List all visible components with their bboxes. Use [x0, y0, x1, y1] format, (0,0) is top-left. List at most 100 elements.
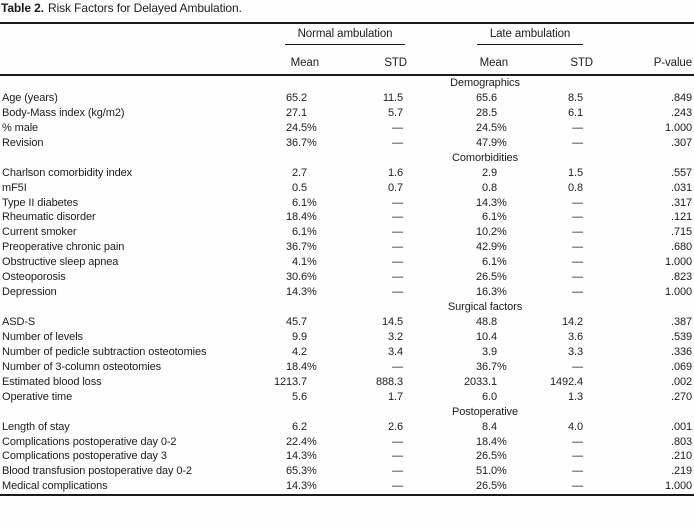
- cell-value: .031: [597, 181, 694, 196]
- value-number: .002: [671, 375, 693, 388]
- value-number: .557: [671, 166, 693, 179]
- value-number: 5.6: [292, 390, 307, 403]
- value-number: .387: [671, 316, 693, 328]
- value-number: —: [572, 196, 584, 209]
- cell-value: —: [511, 196, 597, 211]
- cell-value: 6.1%: [417, 210, 511, 225]
- cell-value: —: [321, 360, 417, 375]
- cell-value: —: [511, 240, 597, 255]
- value-number: 888.3: [375, 375, 404, 388]
- cell-value: 65.6: [417, 91, 511, 106]
- value-number: 16.3: [476, 286, 498, 299]
- table-row: Estimated blood loss 1213.7 888.3 2033.1 149…: [0, 375, 694, 390]
- value-number: —: [392, 211, 404, 224]
- value-number: 65.3: [285, 465, 307, 478]
- value-number: —: [572, 360, 584, 373]
- value-number: —: [392, 435, 404, 448]
- row-label: Number of pedicle subtraction osteotomie…: [2, 345, 207, 358]
- value-number: 11.5: [382, 91, 404, 104]
- table-row: Current smoker 6.1% — 10.2% — .715: [0, 225, 694, 240]
- table-row: Osteoporosis 30.6% — 26.5% — .823: [0, 270, 694, 285]
- risk-factors-table: Normal ambulation Late ambulation Mean S…: [0, 22, 694, 497]
- cell-value: 1.000: [597, 285, 694, 300]
- cell-value: —: [511, 270, 597, 285]
- cell-value: 48.8: [417, 315, 511, 330]
- cell-value: 30.6%: [250, 270, 321, 285]
- value-suffix: %: [497, 435, 507, 448]
- value-suffix: %: [307, 211, 317, 224]
- value-number: 1.000: [664, 480, 693, 493]
- value-number: —: [392, 121, 404, 134]
- value-number: 14.3: [285, 480, 307, 493]
- cell-value: 4.1%: [250, 255, 321, 270]
- cell-value: 1.6: [321, 166, 417, 181]
- value-number: .243: [671, 106, 693, 119]
- cell-value: 5.7: [321, 106, 417, 121]
- table-caption: Risk Factors for Delayed Ambulation.: [48, 1, 242, 15]
- late-mean-header: Mean: [479, 57, 509, 69]
- value-number: 22.4: [285, 435, 307, 448]
- cell-value: 2.6: [321, 420, 417, 435]
- table-row: Blood transfusion postoperative day 0-2 6…: [0, 464, 694, 479]
- value-number: .823: [671, 271, 693, 284]
- table-body: Demographics Age (years) 65.2 11.5 65.6 8.5 .8…: [0, 75, 694, 495]
- value-suffix: %: [497, 271, 507, 284]
- value-number: .539: [671, 330, 693, 343]
- cell-value: 8.4: [417, 420, 511, 435]
- cell-value: 14.3%: [417, 196, 511, 211]
- group-header-row: Normal ambulation Late ambulation: [0, 23, 694, 45]
- row-label: mF5I: [2, 181, 27, 194]
- value-suffix: %: [497, 196, 507, 209]
- cell-value: —: [511, 464, 597, 479]
- cell-value: 3.3: [511, 345, 597, 360]
- value-suffix: %: [307, 241, 317, 254]
- cell-value: —: [511, 285, 597, 300]
- cell-value: —: [321, 285, 417, 300]
- cell-value: —: [321, 255, 417, 270]
- value-number: 0.7: [388, 181, 404, 194]
- cell-value: 1.3: [511, 390, 597, 405]
- row-label: Osteoporosis: [2, 271, 66, 284]
- value-suffix: %: [307, 480, 317, 493]
- cell-value: 14.3%: [250, 285, 321, 300]
- value-number: 3.6: [568, 330, 584, 343]
- cell-value: 22.4%: [250, 435, 321, 450]
- table-row: Number of levels 9.9 3.2 10.4 3.6 .539: [0, 330, 694, 345]
- cell-value: 8.5: [511, 91, 597, 106]
- table-row: Preoperative chronic pain 36.7% — 42.9% — .68…: [0, 240, 694, 255]
- column-header-row: Mean STD Mean STD P-value: [0, 45, 694, 75]
- row-label: ASD-S: [2, 316, 36, 328]
- section-header-row: Comorbidities: [0, 151, 694, 166]
- value-number: —: [572, 211, 584, 224]
- cell-value: 9.9: [250, 330, 321, 345]
- value-number: 8.5: [568, 91, 584, 104]
- value-number: 10.4: [476, 330, 498, 343]
- row-label: Type II diabetes: [2, 196, 79, 209]
- cell-value: 1.000: [597, 255, 694, 270]
- cell-value: .210: [597, 449, 694, 464]
- row-label: Age (years): [2, 91, 58, 104]
- value-number: 14.2: [562, 316, 584, 328]
- value-number: 18.4: [285, 211, 307, 224]
- cell-value: 1.000: [597, 479, 694, 495]
- cell-value: .270: [597, 390, 694, 405]
- cell-value: —: [321, 449, 417, 464]
- cell-value: 65.2: [250, 91, 321, 106]
- cell-value: —: [511, 136, 597, 151]
- cell-value: 26.5%: [417, 270, 511, 285]
- cell-value: 2.9: [417, 166, 511, 181]
- section-header-row: Surgical factors: [0, 300, 694, 315]
- cell-value: .803: [597, 435, 694, 450]
- value-number: 14.3: [285, 286, 307, 299]
- value-number: .219: [671, 465, 693, 478]
- late-std-header: STD: [570, 57, 594, 69]
- cell-value: —: [511, 435, 597, 450]
- value-number: —: [572, 136, 584, 149]
- value-number: —: [392, 480, 404, 493]
- row-label: Complications postoperative day 3: [2, 450, 167, 463]
- cell-value: 888.3: [321, 375, 417, 390]
- cell-value: .243: [597, 106, 694, 121]
- value-suffix: %: [497, 360, 507, 373]
- value-number: 1.5: [568, 166, 584, 179]
- table-row: Number of pedicle subtraction osteotomie…: [0, 345, 694, 360]
